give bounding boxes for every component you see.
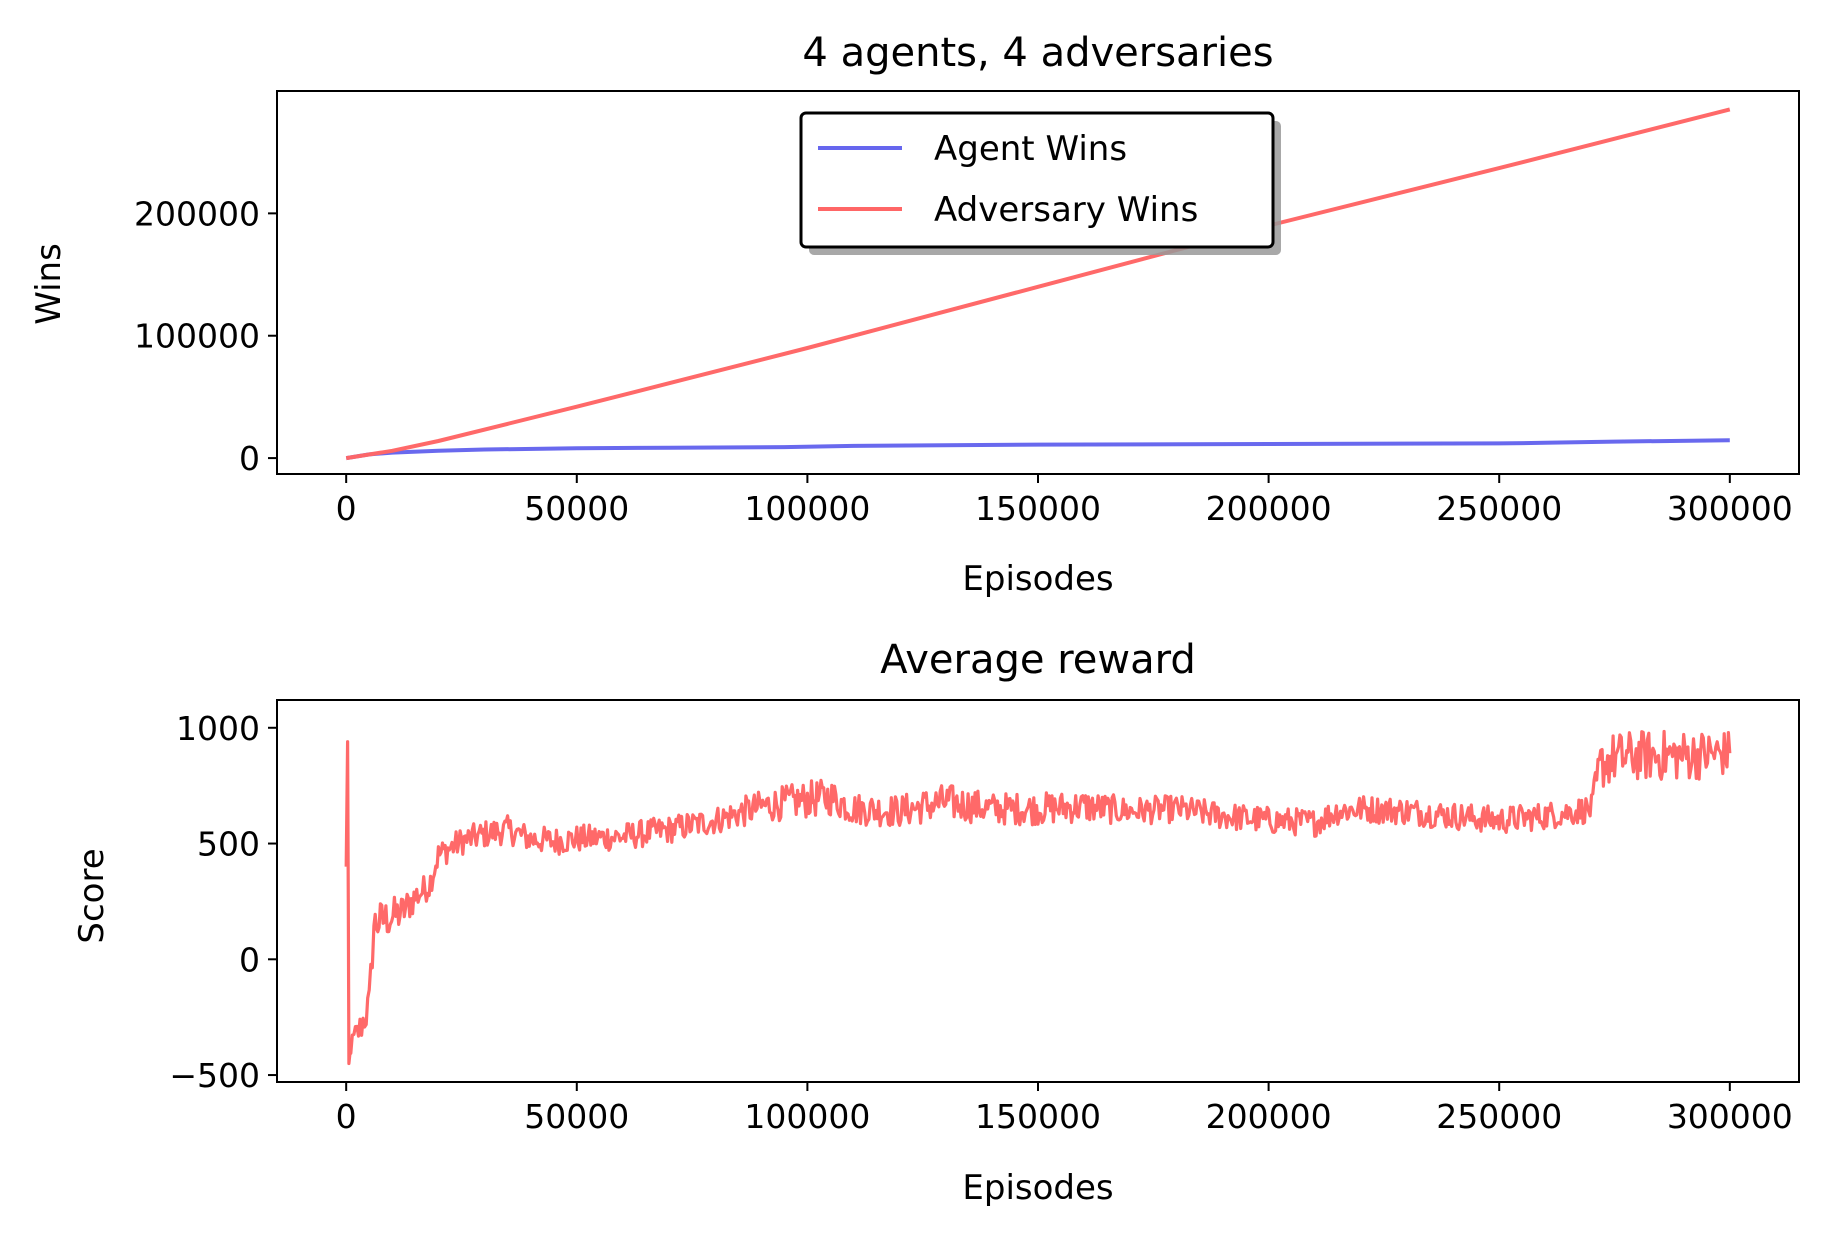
reward-xtick-label: 50000	[524, 1097, 629, 1136]
wins-chart-title: 4 agents, 4 adversaries	[802, 30, 1273, 76]
reward-xtick-label: 200000	[1206, 1097, 1332, 1136]
reward-xtick-label: 100000	[744, 1097, 870, 1136]
legend-box	[799, 111, 1275, 249]
reward-xtick-label: 0	[336, 1097, 357, 1136]
reward-chart-ylabel: Score	[72, 848, 112, 943]
wins-xtick-label: 0	[336, 489, 357, 528]
wins-xtick-label: 200000	[1206, 489, 1332, 528]
wins-xtick-label: 250000	[1436, 489, 1562, 528]
wins-series-1-line	[345, 107, 1731, 461]
reward-chart-title: Average reward	[880, 637, 1196, 683]
reward-chart-xlabel: Episodes	[962, 1168, 1113, 1208]
reward-xtick-label: 300000	[1667, 1097, 1793, 1136]
reward-series-0-line	[344, 729, 1732, 1066]
wins-xtick-label: 300000	[1667, 489, 1793, 528]
wins-series-0-line	[345, 438, 1730, 461]
wins-chart-ylabel: Wins	[29, 243, 69, 325]
wins-xtick-label: 100000	[744, 489, 870, 528]
reward-ytick-label: −500	[169, 1056, 260, 1095]
reward-xtick-label: 150000	[975, 1097, 1101, 1136]
legend-agent-wins-label: Agent Wins	[934, 129, 1127, 169]
reward-chart: Average reward Score Episodes 0 50000 1000…	[72, 637, 1800, 1208]
wins-ytick-label: 0	[239, 439, 260, 478]
wins-ytick-label: 200000	[134, 194, 260, 233]
wins-xtick-label: 50000	[524, 489, 629, 528]
reward-ytick-label: 1000	[176, 709, 260, 748]
wins-chart-legend: Agent Wins Adversary Wins	[799, 111, 1281, 255]
reward-ytick-label: 0	[239, 940, 260, 979]
wins-ytick-label: 100000	[134, 317, 260, 356]
wins-xtick-label: 150000	[975, 489, 1101, 528]
legend-adversary-wins-label: Adversary Wins	[934, 190, 1198, 230]
reward-chart-frame	[276, 699, 1800, 1083]
reward-xtick-label: 250000	[1436, 1097, 1562, 1136]
reward-ytick-label: 500	[197, 825, 260, 864]
wins-chart-xlabel: Episodes	[962, 559, 1113, 599]
wins-chart: 4 agents, 4 adversaries Wins Episodes 0 5…	[29, 30, 1800, 599]
